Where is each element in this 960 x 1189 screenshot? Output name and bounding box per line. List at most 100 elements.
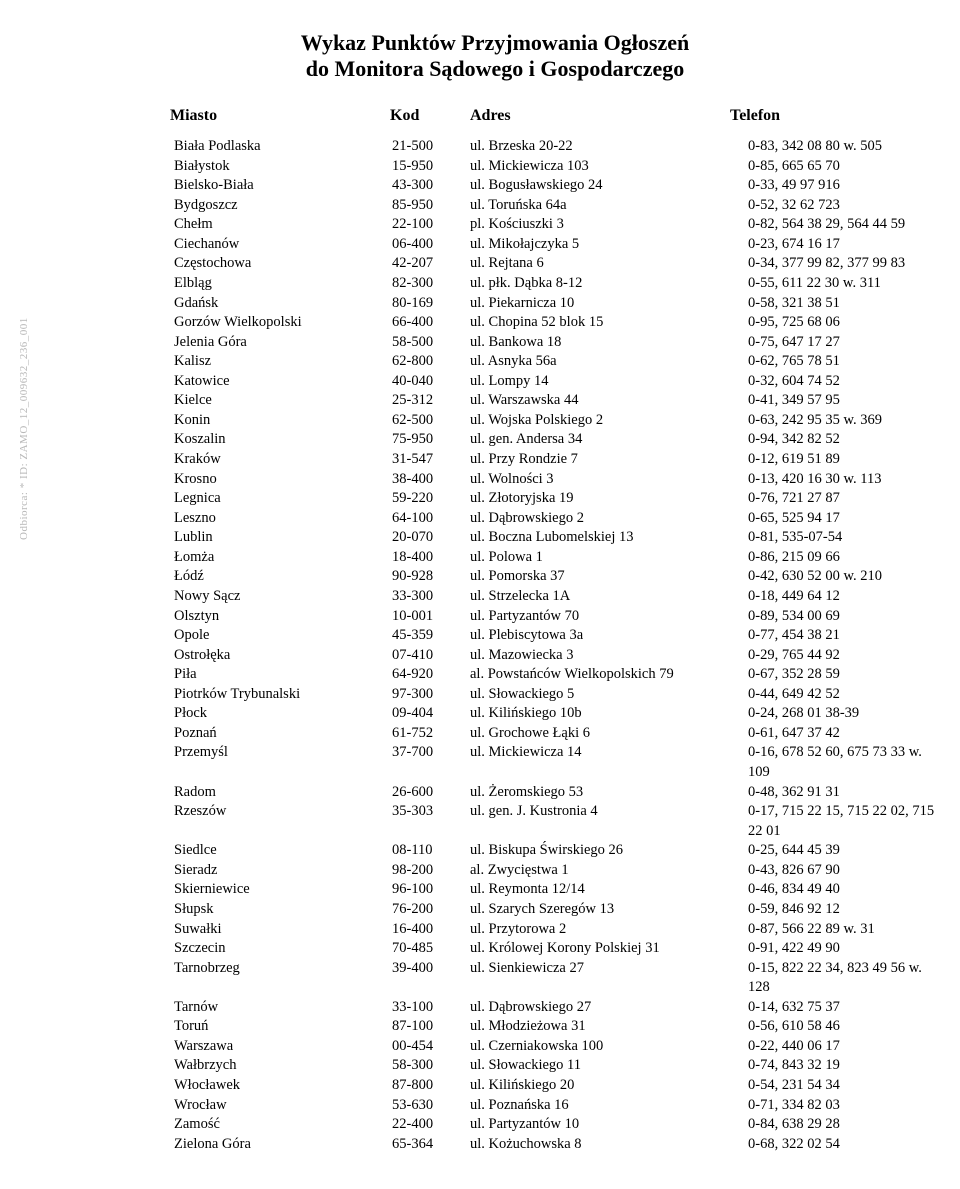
table-row: Ciechanów06-400ul. Mikołajczyka 50-23, 6… — [170, 235, 940, 255]
cell-addr: al. Powstańców Wielkopolskich 79 — [466, 665, 744, 685]
cell-code: 21-500 — [388, 137, 466, 157]
cell-code: 87-800 — [388, 1076, 466, 1096]
cell-city: Lublin — [170, 528, 388, 548]
table-row: Jelenia Góra58-500ul. Bankowa 180-75, 64… — [170, 333, 940, 353]
cell-addr: ul. Czerniakowska 100 — [466, 1037, 744, 1057]
cell-addr: ul. Plebiscytowa 3a — [466, 626, 744, 646]
table-row: Tarnobrzeg39-400ul. Sienkiewicza 270-15,… — [170, 959, 940, 998]
cell-phone: 0-55, 611 22 30 w. 311 — [744, 274, 940, 294]
cell-phone: 0-46, 834 49 40 — [744, 880, 940, 900]
table-row: Chełm22-100pl. Kościuszki 30-82, 564 38 … — [170, 215, 940, 235]
cell-city: Elbląg — [170, 274, 388, 294]
cell-phone: 0-86, 215 09 66 — [744, 548, 940, 568]
table-row: Gorzów Wielkopolski66-400ul. Chopina 52 … — [170, 313, 940, 333]
table-row: Radom26-600ul. Żeromskiego 530-48, 362 9… — [170, 783, 940, 803]
table-row: Biała Podlaska21-500ul. Brzeska 20-220-8… — [170, 137, 940, 157]
table-row: Elbląg82-300ul. płk. Dąbka 8-120-55, 611… — [170, 274, 940, 294]
cell-code: 40-040 — [388, 372, 466, 392]
table-row: Olsztyn10-001ul. Partyzantów 700-89, 534… — [170, 607, 940, 627]
table-row: Piotrków Trybunalski97-300ul. Słowackieg… — [170, 685, 940, 705]
table-row: Wałbrzych58-300ul. Słowackiego 110-74, 8… — [170, 1056, 940, 1076]
cell-phone: 0-18, 449 64 12 — [744, 587, 940, 607]
cell-code: 59-220 — [388, 489, 466, 509]
table-row: Gdańsk80-169ul. Piekarnicza 100-58, 321 … — [170, 294, 940, 314]
cell-city: Tarnów — [170, 998, 388, 1018]
table-row: Szczecin70-485ul. Królowej Korony Polski… — [170, 939, 940, 959]
cell-city: Piła — [170, 665, 388, 685]
cell-addr: ul. Boczna Lubomelskiej 13 — [466, 528, 744, 548]
cell-addr: ul. Poznańska 16 — [466, 1096, 744, 1116]
cell-city: Ostrołęka — [170, 646, 388, 666]
cell-addr: ul. Mickiewicza 14 — [466, 743, 744, 782]
cell-phone: 0-44, 649 42 52 — [744, 685, 940, 705]
cell-addr: ul. Dąbrowskiego 2 — [466, 509, 744, 529]
cell-code: 35-303 — [388, 802, 466, 841]
cell-code: 58-300 — [388, 1056, 466, 1076]
cell-addr: ul. Złotoryjska 19 — [466, 489, 744, 509]
cell-code: 64-920 — [388, 665, 466, 685]
cell-phone: 0-71, 334 82 03 — [744, 1096, 940, 1116]
cell-phone: 0-74, 843 32 19 — [744, 1056, 940, 1076]
cell-city: Bielsko-Biała — [170, 176, 388, 196]
cell-phone: 0-63, 242 95 35 w. 369 — [744, 411, 940, 431]
cell-city: Częstochowa — [170, 254, 388, 274]
cell-city: Koszalin — [170, 430, 388, 450]
cell-city: Płock — [170, 704, 388, 724]
cell-code: 66-400 — [388, 313, 466, 333]
cell-phone: 0-24, 268 01 38-39 — [744, 704, 940, 724]
cell-city: Poznań — [170, 724, 388, 744]
cell-city: Zielona Góra — [170, 1135, 388, 1155]
table-header: Miasto Kod Adres Telefon — [50, 107, 940, 125]
cell-city: Nowy Sącz — [170, 587, 388, 607]
cell-city: Warszawa — [170, 1037, 388, 1057]
cell-code: 16-400 — [388, 920, 466, 940]
cell-city: Leszno — [170, 509, 388, 529]
side-watermark: Odbiorca: * ID: ZAMO_12_009632_236_001 — [18, 317, 30, 540]
table-row: Bydgoszcz85-950ul. Toruńska 64a0-52, 32 … — [170, 196, 940, 216]
cell-city: Przemyśl — [170, 743, 388, 782]
cell-addr: ul. Młodzieżowa 31 — [466, 1017, 744, 1037]
table-row: Kraków31-547ul. Przy Rondzie 70-12, 619 … — [170, 450, 940, 470]
table-row: Słupsk76-200ul. Szarych Szeregów 130-59,… — [170, 900, 940, 920]
table-row: Suwałki16-400ul. Przytorowa 20-87, 566 2… — [170, 920, 940, 940]
table-row: Ostrołęka07-410ul. Mazowiecka 30-29, 765… — [170, 646, 940, 666]
table-row: Lublin20-070ul. Boczna Lubomelskiej 130-… — [170, 528, 940, 548]
cell-city: Ciechanów — [170, 235, 388, 255]
cell-addr: pl. Kościuszki 3 — [466, 215, 744, 235]
cell-phone: 0-15, 822 22 34, 823 49 56 w. 128 — [744, 959, 940, 998]
cell-code: 96-100 — [388, 880, 466, 900]
table-row: Skierniewice96-100ul. Reymonta 12/140-46… — [170, 880, 940, 900]
cell-code: 33-300 — [388, 587, 466, 607]
cell-code: 62-500 — [388, 411, 466, 431]
cell-addr: ul. Polowa 1 — [466, 548, 744, 568]
table-row: Katowice40-040ul. Lompy 140-32, 604 74 5… — [170, 372, 940, 392]
cell-code: 80-169 — [388, 294, 466, 314]
cell-phone: 0-16, 678 52 60, 675 73 33 w. 109 — [744, 743, 940, 782]
cell-city: Skierniewice — [170, 880, 388, 900]
cell-addr: ul. Kilińskiego 20 — [466, 1076, 744, 1096]
cell-city: Kalisz — [170, 352, 388, 372]
table-row: Włocławek87-800ul. Kilińskiego 200-54, 2… — [170, 1076, 940, 1096]
cell-city: Toruń — [170, 1017, 388, 1037]
cell-phone: 0-14, 632 75 37 — [744, 998, 940, 1018]
cell-phone: 0-32, 604 74 52 — [744, 372, 940, 392]
cell-addr: ul. Słowackiego 5 — [466, 685, 744, 705]
cell-addr: ul. Szarych Szeregów 13 — [466, 900, 744, 920]
cell-phone: 0-13, 420 16 30 w. 113 — [744, 470, 940, 490]
cell-city: Szczecin — [170, 939, 388, 959]
cell-addr: ul. Sienkiewicza 27 — [466, 959, 744, 998]
table-row: Łódź90-928ul. Pomorska 370-42, 630 52 00… — [170, 567, 940, 587]
cell-code: 18-400 — [388, 548, 466, 568]
cell-code: 15-950 — [388, 157, 466, 177]
cell-code: 20-070 — [388, 528, 466, 548]
header-code: Kod — [390, 107, 470, 125]
table-row: Przemyśl37-700ul. Mickiewicza 140-16, 67… — [170, 743, 940, 782]
cell-phone: 0-34, 377 99 82, 377 99 83 — [744, 254, 940, 274]
cell-addr: ul. Lompy 14 — [466, 372, 744, 392]
table-row: Legnica59-220ul. Złotoryjska 190-76, 721… — [170, 489, 940, 509]
cell-phone: 0-22, 440 06 17 — [744, 1037, 940, 1057]
cell-code: 45-359 — [388, 626, 466, 646]
cell-code: 58-500 — [388, 333, 466, 353]
cell-phone: 0-43, 826 67 90 — [744, 861, 940, 881]
cell-city: Radom — [170, 783, 388, 803]
